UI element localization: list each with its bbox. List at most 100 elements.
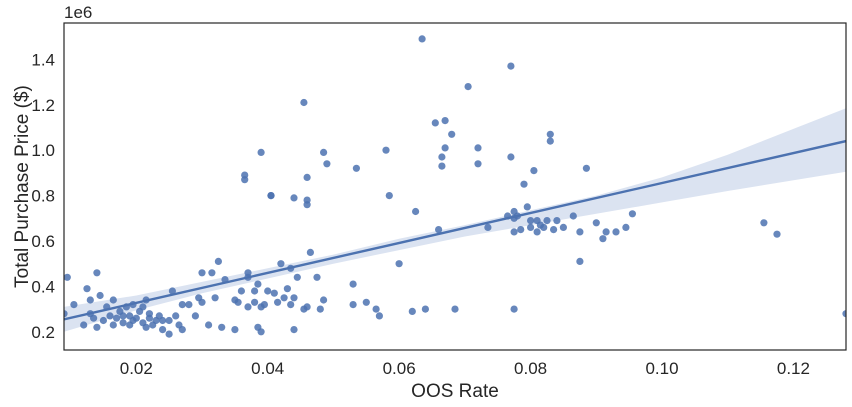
data-point xyxy=(517,226,525,234)
data-point xyxy=(290,326,298,334)
data-point xyxy=(119,312,127,320)
data-point xyxy=(251,287,259,295)
data-point xyxy=(362,298,370,306)
data-point xyxy=(507,153,515,161)
x-axis-label: OOS Rate xyxy=(411,381,499,402)
data-point xyxy=(349,280,357,288)
data-point xyxy=(431,119,439,127)
data-point xyxy=(484,223,492,231)
data-point xyxy=(145,310,153,318)
data-point xyxy=(274,298,282,306)
data-point xyxy=(139,303,147,311)
data-point xyxy=(280,294,288,302)
data-point xyxy=(106,312,114,320)
data-point xyxy=(80,321,88,329)
data-point xyxy=(244,269,252,277)
data-point xyxy=(119,319,127,327)
data-point xyxy=(303,173,311,181)
data-point xyxy=(198,298,206,306)
data-point xyxy=(510,305,518,313)
data-point xyxy=(109,321,117,329)
data-point xyxy=(569,212,577,220)
data-point xyxy=(474,144,482,152)
data-point xyxy=(323,160,331,168)
data-point xyxy=(320,296,328,304)
data-point xyxy=(113,314,121,322)
data-point xyxy=(185,301,193,309)
points-layer xyxy=(64,35,846,338)
data-point xyxy=(191,312,199,320)
y-tick-label: 0.8 xyxy=(31,187,55,206)
data-point xyxy=(382,146,390,154)
data-point xyxy=(421,305,429,313)
data-point xyxy=(231,326,239,334)
data-point xyxy=(159,316,167,325)
y-tick-label: 0.4 xyxy=(31,277,55,296)
data-point xyxy=(270,289,278,297)
data-point xyxy=(576,228,584,236)
data-point xyxy=(264,287,272,295)
x-tick-label: 0.08 xyxy=(514,359,547,378)
data-point xyxy=(576,257,584,265)
data-point xyxy=(316,305,324,313)
data-point xyxy=(168,287,176,295)
data-point xyxy=(320,148,328,156)
data-point xyxy=(165,316,173,325)
data-point xyxy=(83,285,91,293)
data-point xyxy=(159,326,167,334)
data-point xyxy=(287,301,295,309)
x-tick-label: 0.10 xyxy=(645,359,678,378)
data-point xyxy=(582,164,591,172)
data-point xyxy=(244,303,252,311)
data-point xyxy=(90,314,98,322)
y-tick-label: 0.2 xyxy=(31,323,55,342)
y-tick-label: 0.6 xyxy=(31,232,55,251)
data-point xyxy=(109,296,117,304)
data-point xyxy=(93,323,101,331)
data-point xyxy=(64,310,68,318)
data-point xyxy=(464,83,472,91)
data-point xyxy=(546,137,554,145)
data-point xyxy=(523,203,531,211)
data-point xyxy=(507,62,515,70)
data-point xyxy=(530,167,538,175)
y-tick-label: 1.4 xyxy=(31,50,55,69)
data-point xyxy=(543,217,551,225)
data-point xyxy=(257,148,265,156)
data-point xyxy=(306,248,314,256)
data-point xyxy=(234,298,242,306)
data-point xyxy=(99,316,107,325)
data-point xyxy=(205,321,213,329)
data-point xyxy=(132,314,140,322)
data-point xyxy=(628,210,637,218)
y-axis-ticks: 0.2 0.4 0.6 0.8 1.0 1.2 1.4 xyxy=(31,50,55,342)
data-point xyxy=(372,305,380,313)
data-point xyxy=(260,301,268,309)
data-point xyxy=(165,330,173,338)
data-point xyxy=(773,230,781,238)
data-point xyxy=(474,160,482,168)
data-point xyxy=(303,303,311,311)
data-point xyxy=(553,217,561,225)
data-point xyxy=(178,301,186,309)
data-point xyxy=(435,226,443,234)
x-tick-label: 0.02 xyxy=(120,359,153,378)
y-tick-label: 1.2 xyxy=(31,96,55,115)
data-point xyxy=(96,291,104,300)
data-point xyxy=(300,98,308,107)
data-point xyxy=(599,235,607,243)
data-point xyxy=(257,328,265,336)
data-point xyxy=(510,228,518,236)
y-axis-label: Total Purchase Price ($) xyxy=(12,85,33,288)
data-point xyxy=(86,296,94,304)
data-point xyxy=(520,180,528,188)
data-point xyxy=(395,260,403,268)
data-point xyxy=(214,257,222,265)
y-axis-offset-label: 1e6 xyxy=(64,3,92,22)
data-point xyxy=(408,307,416,315)
data-point xyxy=(172,312,180,320)
data-point xyxy=(218,323,226,331)
plot-frame xyxy=(63,22,847,351)
data-point xyxy=(385,192,393,200)
